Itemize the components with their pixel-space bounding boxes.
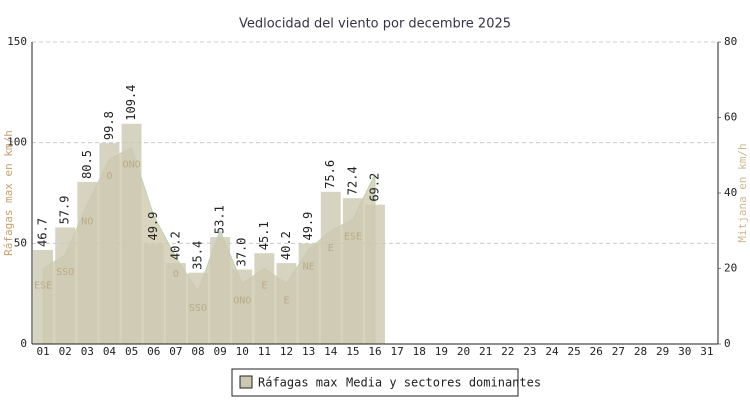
y2-tick-label: 60: [724, 111, 737, 124]
value-label: 40.2: [168, 231, 182, 260]
value-label: 72.4: [345, 166, 359, 195]
y2-tick-label: 20: [724, 262, 737, 275]
value-label: 46.7: [36, 218, 50, 247]
value-label: 49.9: [301, 212, 315, 241]
sector-label: E: [261, 281, 267, 292]
x-tick-label: 10: [236, 345, 249, 358]
value-label: 40.2: [279, 231, 293, 260]
bar: [188, 272, 208, 344]
legend-label: Media y sectores dominantes: [346, 376, 541, 390]
x-tick-label: 19: [435, 345, 448, 358]
value-label: 57.9: [58, 196, 72, 225]
x-tick-label: 23: [523, 345, 536, 358]
sector-label: O: [106, 171, 112, 182]
x-tick-label: 06: [147, 345, 160, 358]
sector-label: ESE: [34, 281, 52, 292]
sector-label: E: [328, 243, 334, 254]
bar: [165, 263, 186, 344]
x-tick-label: 08: [191, 345, 204, 358]
y2-axis-label: Mitjana en km/h: [736, 143, 749, 242]
value-label: 109.4: [124, 85, 138, 121]
y-axis-label: Ráfagas max en km/h: [2, 130, 15, 256]
legend-label: Ráfagas max: [258, 376, 337, 390]
x-tick-label: 15: [346, 345, 359, 358]
value-label: 53.1: [213, 205, 227, 234]
bar: [298, 243, 319, 344]
x-tick-label: 21: [479, 345, 492, 358]
value-label: 80.5: [80, 150, 94, 179]
sector-label: O: [173, 269, 179, 280]
x-tick-label: 12: [280, 345, 293, 358]
value-label: 69.2: [368, 173, 382, 202]
bar: [254, 253, 275, 344]
y2-tick-label: 0: [724, 337, 731, 350]
sector-label: SSO: [56, 267, 74, 278]
x-tick-label: 24: [545, 345, 559, 358]
x-tick-label: 25: [568, 345, 581, 358]
y2-tick-label: 40: [724, 186, 737, 199]
x-tick-label: 20: [457, 345, 470, 358]
x-tick-label: 14: [324, 345, 338, 358]
x-tick-label: 30: [678, 345, 691, 358]
y2-tick-label: 80: [724, 35, 737, 48]
sector-label: E: [283, 296, 289, 307]
value-label: 99.8: [102, 111, 116, 140]
y-tick-label: 100: [7, 136, 27, 149]
x-tick-label: 26: [590, 345, 603, 358]
value-label: 45.1: [257, 221, 271, 250]
x-tick-label: 03: [81, 345, 94, 358]
bar: [121, 123, 142, 344]
value-label: 75.6: [323, 160, 337, 189]
x-tick-label: 01: [36, 345, 49, 358]
x-tick-label: 27: [612, 345, 625, 358]
x-tick-label: 31: [700, 345, 713, 358]
value-label: 37.0: [235, 238, 249, 267]
x-tick-label: 05: [125, 345, 138, 358]
x-tick-label: 09: [213, 345, 226, 358]
value-label: 35.4: [190, 241, 204, 270]
chart-title: Vedlocidad del viento por decembre 2025: [239, 17, 511, 32]
legend-swatch: [239, 375, 253, 389]
sector-label: ONO: [123, 160, 141, 171]
bar: [143, 243, 164, 344]
sector-label: ESE: [344, 231, 362, 242]
sector-label: NE: [303, 262, 315, 273]
y-tick-label: 50: [14, 236, 27, 249]
x-tick-label: 07: [169, 345, 182, 358]
sector-label: SSO: [189, 303, 207, 314]
y-tick-label: 150: [7, 35, 27, 48]
x-tick-label: 11: [258, 345, 271, 358]
bar: [365, 204, 385, 344]
bar: [55, 227, 76, 344]
x-tick-label: 16: [368, 345, 381, 358]
value-label: 49.9: [146, 212, 160, 241]
y-tick-label: 0: [20, 337, 27, 350]
x-tick-label: 22: [501, 345, 514, 358]
x-tick-label: 17: [391, 345, 404, 358]
bar: [342, 198, 363, 344]
bar: [99, 143, 120, 344]
bar: [276, 263, 297, 344]
x-tick-label: 13: [302, 345, 315, 358]
x-tick-label: 04: [103, 345, 117, 358]
bar: [232, 269, 253, 344]
sector-label: NO: [81, 216, 93, 227]
bar: [210, 237, 231, 344]
bar: [77, 181, 98, 344]
legend-box: [231, 368, 519, 397]
x-tick-label: 18: [413, 345, 426, 358]
bar: [320, 191, 341, 344]
x-tick-label: 02: [59, 345, 72, 358]
sector-label: ONO: [233, 296, 251, 307]
x-tick-label: 29: [656, 345, 669, 358]
x-tick-label: 28: [634, 345, 647, 358]
bar: [33, 249, 54, 344]
